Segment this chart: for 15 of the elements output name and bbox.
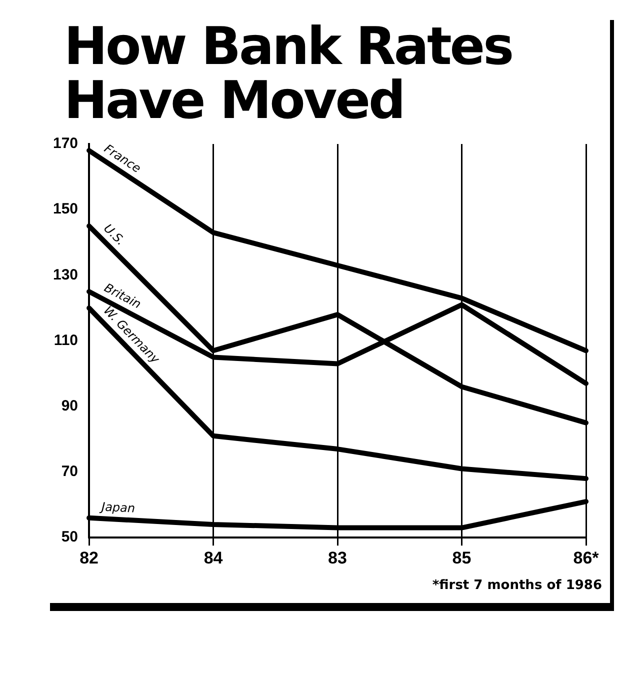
x-tick-label: 86*: [573, 548, 600, 568]
x-tick-label: 85: [452, 548, 472, 568]
y-tick-label: 150: [52, 200, 78, 218]
y-tick-label: 110: [54, 332, 78, 349]
x-tick-label: 83: [328, 548, 347, 568]
x-tick-label: 82: [80, 548, 98, 568]
y-tick-label: 90: [61, 398, 78, 415]
y-tick-label: 170: [52, 135, 78, 152]
y-tick-label: 130: [52, 266, 78, 284]
x-tick-label: 84: [204, 548, 224, 568]
y-tick-label: 70: [61, 463, 78, 480]
y-tick-label: 50: [61, 528, 78, 546]
chart-title: How Bank Rates Have Moved: [64, 17, 514, 131]
text: *first 7 months of 1986: [431, 577, 603, 595]
series-label: Japan: [99, 500, 136, 516]
